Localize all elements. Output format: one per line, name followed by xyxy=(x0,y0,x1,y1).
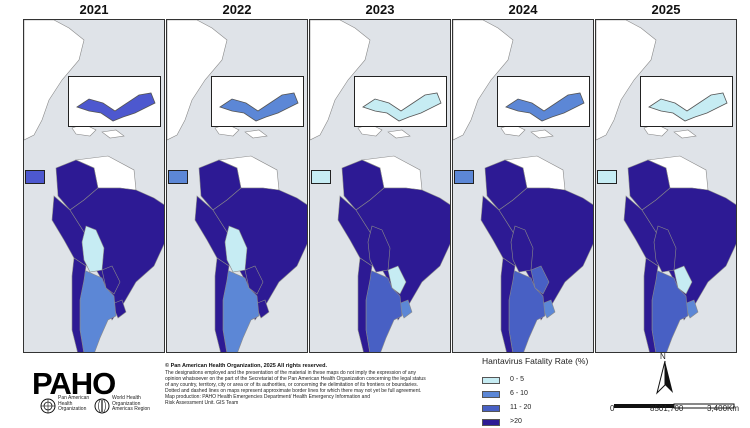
panama-inset xyxy=(640,76,733,127)
country-north-america xyxy=(596,20,657,141)
map-panel-2021: 2021 xyxy=(23,0,165,354)
south-america-map xyxy=(453,20,593,352)
panama-shape xyxy=(219,92,299,122)
scale-label-start: 0 xyxy=(610,404,615,413)
legend-swatch xyxy=(482,391,500,398)
map-panel-2023: 2023 xyxy=(309,0,451,354)
paho-logo-text: PAHO xyxy=(32,366,116,401)
country-chile xyxy=(214,257,230,352)
country-bolivia xyxy=(81,225,105,273)
map-frame xyxy=(166,19,308,353)
country-chile xyxy=(357,257,373,352)
year-label: 2025 xyxy=(651,2,681,17)
year-label: 2022 xyxy=(222,2,252,17)
south-america-map xyxy=(167,20,307,352)
who-org-name: World Health Organization Americas Region xyxy=(112,395,151,412)
map-panel-2025: 2025 xyxy=(595,0,737,354)
country-bolivia xyxy=(224,225,248,273)
country-paraguay xyxy=(101,265,121,295)
legend-label: 0 - 5 xyxy=(510,376,525,383)
panama-locator-box xyxy=(311,170,331,184)
panama-inset xyxy=(68,76,161,127)
scale-label-mid: 8501,700 xyxy=(650,404,684,413)
who-emblem-icon xyxy=(94,398,110,414)
legend-label: 6 - 10 xyxy=(510,390,528,397)
country-bolivia xyxy=(653,225,677,273)
country-bolivia xyxy=(510,225,534,273)
year-label: 2023 xyxy=(365,2,395,17)
panama-locator-box xyxy=(168,170,188,184)
panama-locator-box xyxy=(25,170,45,184)
country-paraguay xyxy=(244,265,264,295)
panama-locator-box xyxy=(454,170,474,184)
panama-locator-box xyxy=(597,170,617,184)
panama-inset xyxy=(211,76,304,127)
legend-label: 11 - 20 xyxy=(510,404,532,411)
copyright-text: © Pan American Health Organization, 2025… xyxy=(165,363,327,369)
legend-swatch xyxy=(482,405,500,412)
year-label: 2024 xyxy=(508,2,538,17)
south-america-map xyxy=(596,20,736,352)
country-chile xyxy=(500,257,516,352)
panama-inset xyxy=(354,76,447,127)
north-label: N xyxy=(660,352,666,361)
country-north-america xyxy=(310,20,371,141)
year-label: 2021 xyxy=(79,2,109,17)
country-chile xyxy=(643,257,659,352)
map-panel-2022: 2022 xyxy=(166,0,308,354)
legend-title: Hantavirus Fatality Rate (%) xyxy=(482,356,589,366)
legend-label: >20 xyxy=(510,418,522,425)
country-paraguay xyxy=(530,265,550,295)
paho-org-name: Pan American Health Organization xyxy=(58,395,90,412)
disclaimer-text: The designations employed and the presen… xyxy=(165,370,426,407)
panama-shape xyxy=(76,92,156,122)
country-north-america xyxy=(24,20,85,141)
map-panels: 2021 2022 2023 2024 2025 xyxy=(23,0,743,354)
country-paraguay xyxy=(387,265,407,295)
country-north-america xyxy=(167,20,228,141)
south-america-map xyxy=(310,20,450,352)
panama-shape xyxy=(648,92,728,122)
country-north-america xyxy=(453,20,514,141)
panama-shape xyxy=(505,92,585,122)
map-panel-2024: 2024 xyxy=(452,0,594,354)
scale-label-end: 3,400Km xyxy=(707,404,740,413)
paho-emblem-icon xyxy=(40,398,56,414)
panama-shape xyxy=(362,92,442,122)
legend-swatch xyxy=(482,419,500,426)
north-arrow-icon xyxy=(656,360,673,395)
south-america-map xyxy=(24,20,164,352)
country-chile xyxy=(71,257,87,352)
legend-swatch xyxy=(482,377,500,384)
country-paraguay xyxy=(673,265,693,295)
panama-inset xyxy=(497,76,590,127)
country-bolivia xyxy=(367,225,391,273)
map-frame xyxy=(23,19,165,353)
map-frame xyxy=(595,19,737,353)
map-frame xyxy=(452,19,594,353)
map-frame xyxy=(309,19,451,353)
scale-bar-icon xyxy=(614,403,735,409)
